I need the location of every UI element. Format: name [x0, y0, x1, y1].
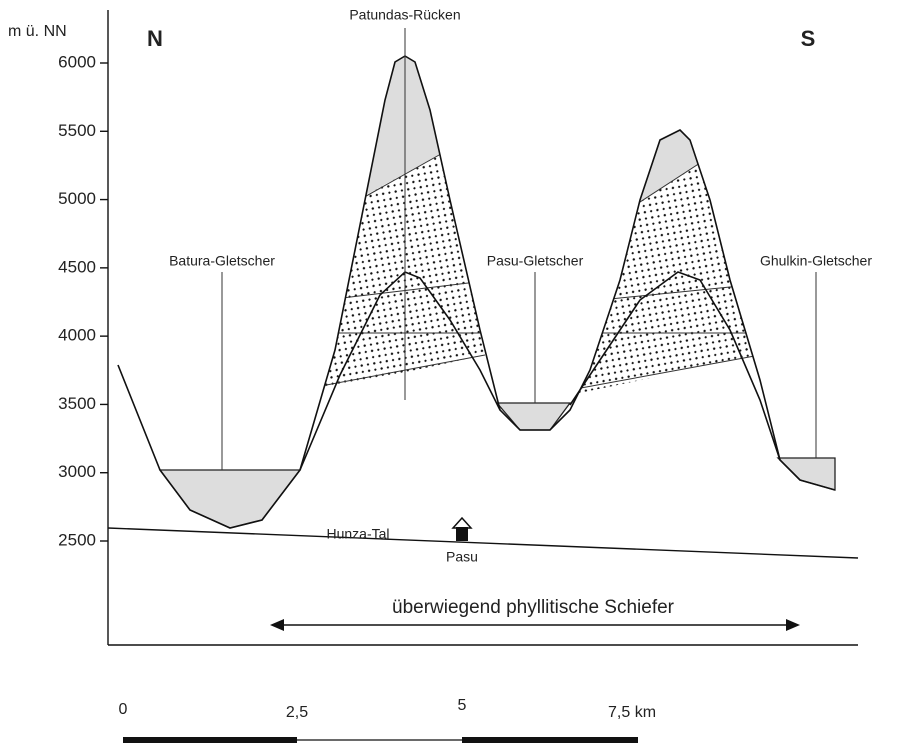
feature-label: Pasu [446, 549, 478, 565]
y-tick-label: 3500 [58, 394, 96, 413]
inner-outline [299, 271, 781, 471]
feature-label: Patundas-Rücken [349, 7, 460, 23]
y-tick-label: 4500 [58, 257, 96, 276]
leader-lines [221, 28, 817, 470]
y-tick-label: 3000 [58, 462, 96, 481]
lithology-label: überwiegend phyllitische Schiefer [392, 597, 675, 618]
feature-label: Ghulkin-Gletscher [760, 253, 872, 269]
rock-bands [299, 56, 761, 395]
scale-label: 5 [458, 697, 467, 714]
direction-label: S [801, 26, 816, 51]
feature-label: Pasu-Gletscher [487, 253, 584, 269]
glaciers [158, 402, 836, 529]
y-tick-label: 2500 [58, 530, 96, 549]
stippled-band [570, 150, 760, 395]
lithology-arrow [270, 619, 800, 631]
y-tick-label: 4000 [58, 326, 96, 345]
scale-bar [123, 737, 638, 743]
stippled-band [300, 150, 485, 395]
y-tick-label: 5000 [58, 189, 96, 208]
direction-label: N [147, 26, 163, 51]
hunza-valley-line [107, 527, 859, 559]
y-tick-label: 6000 [58, 52, 96, 71]
pasu-icon [451, 516, 473, 541]
feature-label: Hunza-Tal [326, 526, 389, 542]
scale-label: 7,5 km [608, 704, 656, 721]
scale-label: 0 [119, 701, 128, 718]
unit-label: m ü. NN [8, 23, 67, 40]
y-tick-label: 5500 [58, 121, 96, 140]
feature-label: Batura-Gletscher [169, 253, 275, 269]
scale-label: 2,5 [286, 704, 308, 721]
